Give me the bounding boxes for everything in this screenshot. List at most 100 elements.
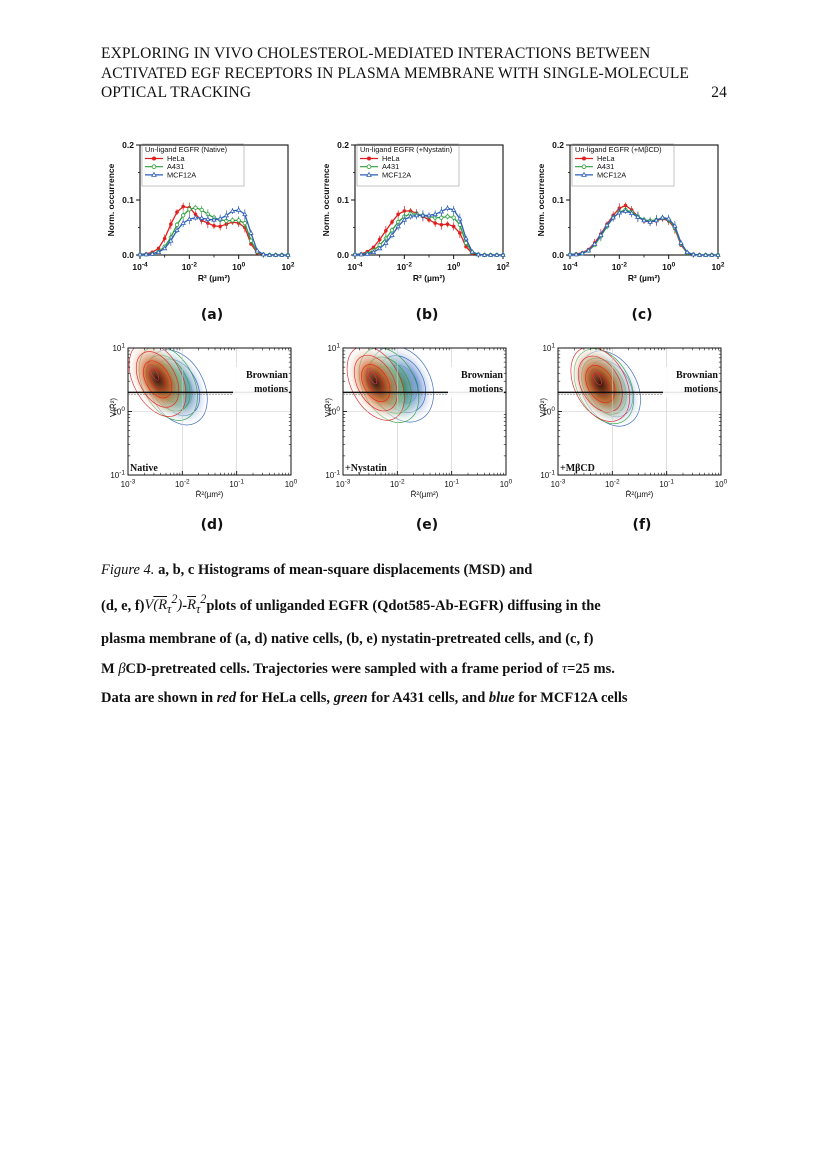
data-point xyxy=(641,217,647,223)
histogram-svg: 0.0 0.1 0.2 10-4 10-2 100 102 R² (µm²) Norm. occ… xyxy=(321,140,510,283)
data-point xyxy=(230,218,235,223)
data-point xyxy=(192,214,199,220)
data-point xyxy=(229,208,236,213)
histogram-panel-b: 0.0 0.1 0.2 10-4 10-2 100 102 R² (µm²) Norm. occ… xyxy=(315,137,515,297)
plot-frame xyxy=(354,144,504,256)
y-tick-label: 10-1 xyxy=(110,470,125,481)
data-point xyxy=(193,212,198,217)
y-tick-label: 100 xyxy=(112,406,125,417)
y-tick-label: 100 xyxy=(327,406,340,417)
x-axis-label: R² (µm²) xyxy=(413,273,445,283)
data-point xyxy=(672,223,678,228)
data-point xyxy=(352,251,358,257)
legend-marker xyxy=(151,171,157,177)
histogram-svg: 0.0 0.1 0.2 10-4 10-2 100 102 R² (µm²) Norm. occ… xyxy=(106,140,295,283)
data-point xyxy=(217,215,223,221)
caption-text-1: a, b, c Histograms of mean-square displa… xyxy=(158,562,533,578)
data-point xyxy=(444,205,451,211)
density-panel-d: Brownian motions Native 101 100 10-1 10-3 10-2 1… xyxy=(100,340,310,515)
data-point xyxy=(169,222,173,226)
contour-core xyxy=(148,364,159,381)
math-v: V xyxy=(144,597,154,614)
y-axis-label: V(R̄²) xyxy=(324,398,333,417)
data-point xyxy=(193,205,198,210)
contour-hela xyxy=(577,355,623,413)
x-tick-label: 10-3 xyxy=(121,479,136,490)
data-point xyxy=(266,252,273,257)
panel-label-f: (f) xyxy=(632,517,652,533)
y-axis-label: Norm. occurrence xyxy=(321,163,331,236)
data-point xyxy=(180,220,186,225)
legend-entry-a431: A431 xyxy=(167,162,184,171)
panel-label-e: (e) xyxy=(415,517,439,533)
density-layer xyxy=(346,348,434,423)
data-point xyxy=(487,252,494,257)
legend-marker xyxy=(366,164,372,170)
contour-hela xyxy=(585,365,616,404)
data-point xyxy=(426,212,432,218)
density-blob-hela xyxy=(347,348,405,421)
x-tick-label: 10-2 xyxy=(390,479,405,490)
data-point xyxy=(432,211,438,217)
data-point xyxy=(390,220,394,224)
figure-label: Figure 4. xyxy=(101,562,155,578)
density-panel-e: Brownian motions +Nystatin 101 100 10-1 10-3 10… xyxy=(315,340,525,515)
data-point xyxy=(445,222,450,226)
x-axis-label: R̄²(µm²) xyxy=(626,490,654,499)
data-point xyxy=(610,214,616,220)
contour-hela xyxy=(591,373,609,395)
data-point xyxy=(175,210,179,214)
data-point xyxy=(500,252,506,257)
data-point xyxy=(161,245,168,251)
condition-label: Native xyxy=(130,463,158,474)
contour-hela xyxy=(143,360,173,399)
data-point xyxy=(420,212,426,218)
panel-label-a: (a) xyxy=(200,307,224,323)
data-point xyxy=(396,212,400,217)
y-tick-label: 0.1 xyxy=(337,195,349,205)
data-point xyxy=(433,221,437,225)
data-point xyxy=(162,236,167,241)
data-point xyxy=(242,211,248,217)
x-tick-label: 10-3 xyxy=(336,479,351,490)
data-point xyxy=(463,235,469,241)
data-point xyxy=(413,212,420,218)
data-point xyxy=(494,252,500,257)
data-point xyxy=(143,251,149,257)
data-point xyxy=(137,251,143,257)
contour-core xyxy=(366,367,378,385)
caption-tau: τ xyxy=(561,660,568,677)
contour-hela xyxy=(149,368,166,391)
data-point xyxy=(628,210,635,215)
data-point xyxy=(235,207,242,212)
y-tick-label: 100 xyxy=(542,406,555,417)
y-tick-label: 0.1 xyxy=(552,195,564,205)
data-point xyxy=(438,208,445,214)
data-point xyxy=(395,223,401,229)
data-point xyxy=(168,237,174,243)
caption-green: green xyxy=(333,690,368,707)
x-tick-label: 102 xyxy=(711,262,724,273)
contour-hela xyxy=(135,351,180,408)
data-point xyxy=(715,252,721,257)
y-tick-label: 0.2 xyxy=(337,140,349,150)
caption-text-4a: M xyxy=(101,660,115,677)
caption-line-1: Figure 4. a, b, c Histograms of mean-squ… xyxy=(101,556,741,586)
data-point xyxy=(260,251,267,257)
data-point xyxy=(205,216,211,222)
caption-math-v: V(Rτ2) xyxy=(144,592,183,617)
brownian-label-1: Brownian xyxy=(461,370,503,381)
series-line-hela xyxy=(139,205,288,256)
data-point xyxy=(573,251,579,257)
contour-hela xyxy=(361,364,391,403)
data-point xyxy=(450,207,457,212)
caption-text-2a: (d, e, f) xyxy=(101,597,145,614)
x-tick-label: 100 xyxy=(447,262,460,273)
histogram-panel-a: 0.0 0.1 0.2 10-4 10-2 100 102 R² (µm²) Norm. occ… xyxy=(100,137,300,297)
math-tau-sub: τ xyxy=(167,602,172,617)
data-point xyxy=(174,227,180,233)
data-point xyxy=(187,207,192,212)
y-tick-label: 0.2 xyxy=(552,140,564,150)
brownian-label-1: Brownian xyxy=(676,370,718,381)
